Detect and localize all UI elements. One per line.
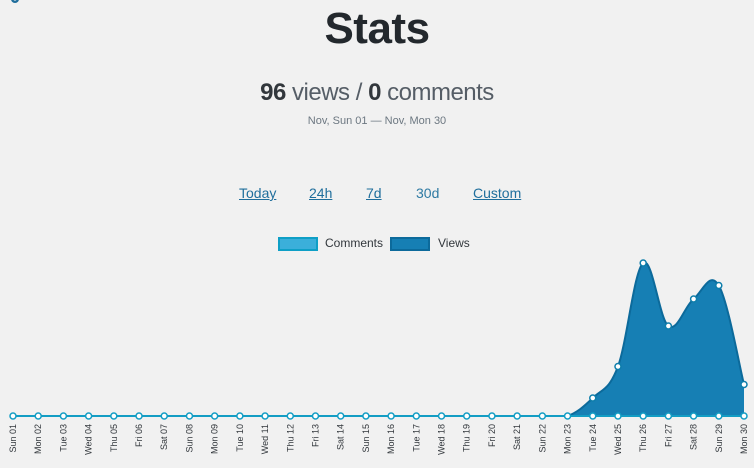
x-tick-label: Sat 07 bbox=[159, 424, 169, 450]
comments-point[interactable] bbox=[34, 412, 42, 420]
views-point[interactable] bbox=[664, 322, 673, 330]
x-tick-label: Sun 22 bbox=[537, 424, 547, 453]
x-tick-label: Wed 18 bbox=[437, 424, 447, 455]
x-tick-label: Tue 10 bbox=[235, 424, 245, 452]
views-point[interactable] bbox=[614, 362, 622, 371]
x-tick-label: Sun 01 bbox=[8, 424, 18, 453]
views-area bbox=[13, 262, 744, 416]
legend-views-swatch bbox=[390, 236, 430, 251]
x-tick-label: Mon 16 bbox=[386, 424, 396, 454]
x-tick-label: Tue 17 bbox=[411, 424, 421, 452]
comments-point[interactable] bbox=[462, 412, 471, 420]
comments-point[interactable] bbox=[135, 412, 143, 420]
comments-point[interactable] bbox=[236, 412, 244, 420]
page-title: Stats bbox=[324, 4, 430, 53]
period-24h-link[interactable]: 24h bbox=[309, 185, 333, 201]
legend-views-label: Views bbox=[438, 236, 470, 250]
x-tick-label: Sat 28 bbox=[689, 424, 699, 450]
comments-point[interactable] bbox=[563, 412, 572, 420]
period-today-link[interactable]: Today bbox=[239, 185, 277, 201]
views-point[interactable] bbox=[689, 295, 698, 303]
comments-point[interactable] bbox=[261, 412, 269, 420]
comments-point[interactable] bbox=[84, 412, 93, 420]
comments-point[interactable] bbox=[110, 412, 118, 420]
comments-label: comments bbox=[387, 79, 494, 106]
x-tick-label: Sat 14 bbox=[336, 424, 346, 450]
x-tick-label: Fri 20 bbox=[487, 424, 497, 447]
x-tick-label: Mon 09 bbox=[210, 424, 220, 454]
views-point[interactable] bbox=[740, 380, 748, 389]
stats-summary: 96 views / 0 comments bbox=[0, 79, 754, 107]
comments-point[interactable] bbox=[160, 412, 168, 420]
x-tick-label: Wed 25 bbox=[613, 424, 623, 455]
comments-point[interactable] bbox=[437, 412, 446, 420]
x-tick-label: Wed 11 bbox=[260, 424, 270, 454]
x-tick-label: Sun 29 bbox=[714, 424, 724, 453]
x-tick-label: Fri 27 bbox=[663, 424, 673, 447]
comments-point[interactable] bbox=[362, 412, 370, 420]
comments-point[interactable] bbox=[639, 412, 647, 420]
legend-comments-swatch bbox=[278, 236, 318, 251]
views-point[interactable] bbox=[589, 394, 597, 402]
x-tick-label: Thu 26 bbox=[638, 424, 648, 452]
comments-count: 0 bbox=[368, 79, 381, 106]
comments-point[interactable] bbox=[412, 412, 421, 420]
x-tick-label: Thu 05 bbox=[109, 424, 119, 452]
comments-point[interactable] bbox=[210, 412, 219, 420]
legend-comments-label: Comments bbox=[325, 236, 384, 250]
views-count: 96 bbox=[260, 79, 286, 106]
x-tick-label: Sun 08 bbox=[184, 424, 194, 453]
comments-point[interactable] bbox=[286, 412, 295, 420]
x-tick-label: Fri 06 bbox=[134, 424, 144, 447]
x-tick-label: Mon 30 bbox=[739, 424, 749, 454]
x-tick-label: Sun 15 bbox=[361, 424, 371, 453]
x-tick-label: Fri 13 bbox=[310, 424, 320, 447]
x-tick-label: Tue 03 bbox=[58, 424, 68, 452]
x-tick-label: Tue 24 bbox=[588, 424, 598, 452]
comments-point[interactable] bbox=[538, 412, 547, 420]
comments-point[interactable] bbox=[9, 412, 17, 420]
date-range: Nov, Sun 01 — Nov, Mon 30 bbox=[307, 115, 447, 127]
x-tick-label: Thu 19 bbox=[462, 424, 472, 452]
x-tick-label: Sat 21 bbox=[512, 424, 522, 450]
period-7d-link[interactable]: 7d bbox=[366, 185, 382, 201]
comments-point[interactable] bbox=[589, 412, 597, 420]
views-label: views / bbox=[292, 79, 362, 106]
comments-point[interactable] bbox=[614, 412, 622, 420]
comments-point[interactable] bbox=[513, 412, 521, 420]
x-tick-label: Mon 02 bbox=[33, 424, 43, 454]
period-selector: Today 24h 7d 30d Custom bbox=[0, 185, 754, 203]
x-tick-label: Wed 04 bbox=[84, 424, 94, 455]
comments-point[interactable] bbox=[488, 412, 496, 420]
comments-point[interactable] bbox=[185, 412, 194, 420]
x-tick-label: Thu 12 bbox=[285, 424, 295, 452]
comments-point[interactable] bbox=[59, 412, 68, 420]
views-point[interactable] bbox=[639, 259, 647, 267]
period-30d-link[interactable]: 30d bbox=[416, 185, 440, 201]
comments-point[interactable] bbox=[311, 412, 320, 420]
views-point[interactable] bbox=[715, 281, 723, 290]
gear-icon[interactable] bbox=[10, 0, 20, 4]
comments-point[interactable] bbox=[740, 412, 748, 420]
legend-views[interactable]: Views bbox=[390, 236, 470, 251]
x-tick-label: Mon 23 bbox=[563, 424, 573, 454]
comments-point[interactable] bbox=[336, 412, 345, 420]
comments-point[interactable] bbox=[664, 412, 673, 420]
comments-point[interactable] bbox=[387, 412, 395, 420]
legend-comments[interactable]: Comments bbox=[278, 236, 383, 251]
period-custom-link[interactable]: Custom bbox=[473, 185, 522, 201]
comments-point[interactable] bbox=[689, 412, 698, 420]
comments-point[interactable] bbox=[715, 412, 723, 420]
